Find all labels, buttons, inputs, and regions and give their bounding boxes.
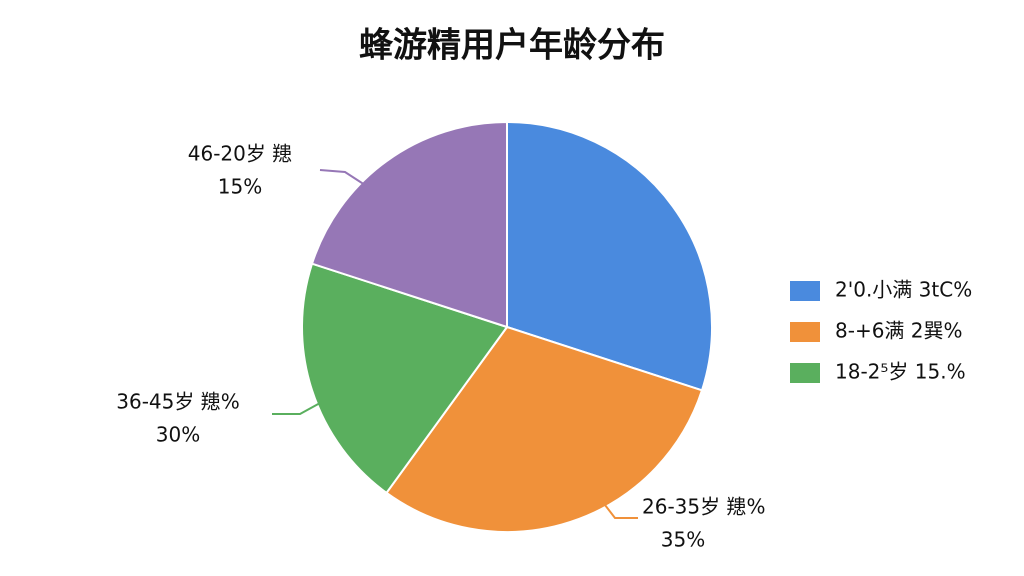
callout-label: 30% xyxy=(156,423,200,447)
leader-line xyxy=(604,504,638,519)
legend-swatch xyxy=(790,363,820,383)
pie-slice xyxy=(506,120,713,392)
callout-label: 35% xyxy=(661,528,705,552)
legend-swatch xyxy=(790,322,820,342)
pie-slice xyxy=(385,325,704,533)
pie-slice xyxy=(301,262,509,495)
callout-label: 36-45岁 䍺% xyxy=(116,390,239,414)
callout-label: 46-20岁 䍺 xyxy=(188,142,292,166)
legend-label: 8-+6满 2巽% xyxy=(835,319,963,343)
leader-line xyxy=(272,402,321,415)
callout-label: 26-35岁 䍺% xyxy=(642,495,765,519)
legend-label: 18-2⁵岁 15.% xyxy=(835,360,966,384)
pie-slice xyxy=(310,120,508,329)
legend-swatch xyxy=(790,281,820,301)
chart-title: 蜂游精用户年龄分布 xyxy=(359,26,665,66)
leader-line xyxy=(319,169,366,186)
legend-label: 2'0.小满 3tC% xyxy=(835,278,972,302)
callout-label: 15% xyxy=(218,175,262,199)
